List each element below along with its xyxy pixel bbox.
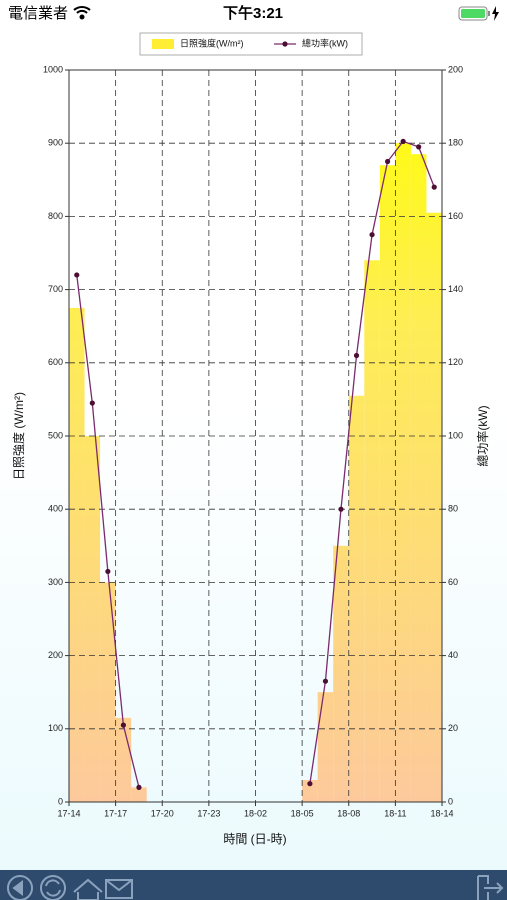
x-tick-label: 18-05: [291, 808, 314, 818]
y2-tick-label: 160: [448, 211, 463, 221]
y-tick-label: 400: [48, 504, 63, 514]
x-tick-label: 18-02: [244, 808, 267, 818]
y-tick-label: 900: [48, 138, 63, 148]
irradiance-bar: [69, 307, 85, 802]
irradiance-bar: [317, 692, 334, 802]
power-point: [369, 232, 375, 238]
power-point: [307, 781, 313, 787]
irradiance-bar: [115, 717, 132, 802]
y-axis-title: 日照強度 (W/m²): [11, 392, 26, 480]
power-point: [105, 568, 111, 575]
y-tick-label: 500: [48, 430, 63, 440]
battery-icon: [458, 6, 499, 21]
power-point: [338, 506, 344, 512]
x-tick-label: 18-14: [430, 808, 453, 818]
irradiance-bar: [84, 436, 101, 802]
y2-tick-label: 120: [448, 357, 463, 367]
y-tick-label: 800: [48, 211, 63, 221]
y2-tick-label: 100: [448, 430, 463, 440]
irradiance-bar: [100, 582, 116, 802]
legend-marker: [282, 41, 288, 47]
x-tick-label: 18-11: [384, 808, 406, 818]
y2-tick-label: 200: [448, 64, 463, 74]
y2-axis-title: 總功率(kW): [475, 405, 490, 466]
toolbar-icons[interactable]: [7, 875, 504, 900]
irradiance-bar: [333, 545, 349, 802]
clock: 下午3:21: [223, 4, 283, 22]
power-point: [416, 144, 422, 150]
carrier: 電信業者: [8, 5, 68, 22]
x-tick-label: 17-20: [151, 808, 174, 818]
x-tick-label: 17-17: [104, 808, 127, 818]
power-point: [385, 158, 391, 165]
power-point: [89, 400, 95, 406]
power-point: [431, 184, 437, 190]
y-tick-label: 300: [48, 577, 63, 587]
toolbar: [0, 870, 507, 900]
irradiance-bar: [348, 395, 365, 802]
legend-label: 日照強度(W/m²): [180, 37, 243, 48]
irradiance-bar: [364, 260, 380, 802]
irradiance-bar: [410, 154, 427, 802]
legend-box: [139, 32, 363, 56]
x-tick-label: 17-14: [57, 808, 80, 818]
y-tick-label: 0: [58, 796, 63, 806]
y2-tick-label: 0: [448, 796, 453, 806]
irradiance-bar: [426, 212, 442, 803]
power-point: [74, 272, 80, 278]
power-point: [322, 678, 329, 684]
power-point: [353, 352, 360, 359]
plot-frame: [68, 69, 443, 803]
y2-tick-label: 40: [448, 650, 458, 660]
legend-swatch: [152, 39, 174, 49]
y2-tick-label: 60: [448, 577, 458, 587]
y-tick-label: 700: [48, 284, 63, 294]
y-tick-label: 1000: [43, 64, 63, 74]
y2-tick-label: 20: [448, 723, 458, 733]
irradiance-bar: [302, 780, 318, 802]
y-tick-label: 100: [48, 723, 63, 733]
y-tick-label: 600: [48, 357, 63, 367]
x-axis-title: 時間 (日-時): [223, 832, 286, 846]
y2-tick-label: 180: [448, 138, 463, 148]
x-tick-label: 17-23: [197, 808, 220, 818]
power-point: [120, 722, 126, 728]
wifi-icon: [73, 6, 91, 20]
irradiance-bar: [131, 787, 147, 802]
y2-tick-label: 80: [448, 504, 458, 514]
y2-tick-label: 140: [448, 284, 463, 294]
power-point: [400, 138, 406, 144]
x-tick-label: 18-08: [337, 808, 360, 818]
y-tick-label: 200: [48, 650, 63, 660]
power-point: [136, 784, 142, 790]
irradiance-bar: [395, 143, 411, 802]
legend-label: 總功率(kW): [302, 37, 348, 48]
irradiance-bar: [379, 165, 396, 802]
